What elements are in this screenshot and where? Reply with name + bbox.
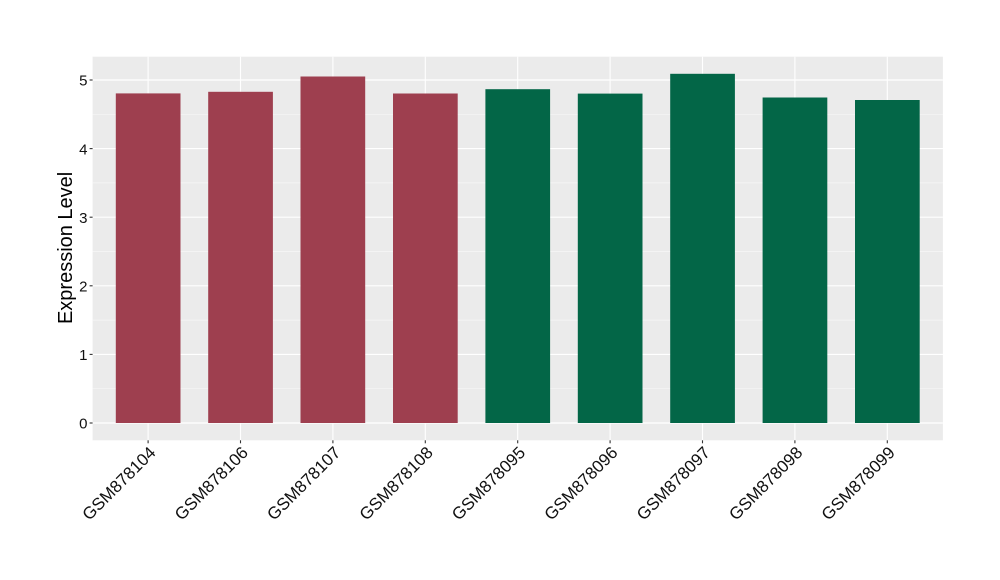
svg-text:3: 3 [79,210,87,227]
svg-text:Expression Level: Expression Level [55,172,77,324]
svg-text:0: 0 [79,416,87,433]
svg-text:2: 2 [79,279,87,296]
svg-text:1: 1 [79,347,87,364]
svg-text:5: 5 [79,73,87,90]
svg-text:4: 4 [79,141,87,158]
